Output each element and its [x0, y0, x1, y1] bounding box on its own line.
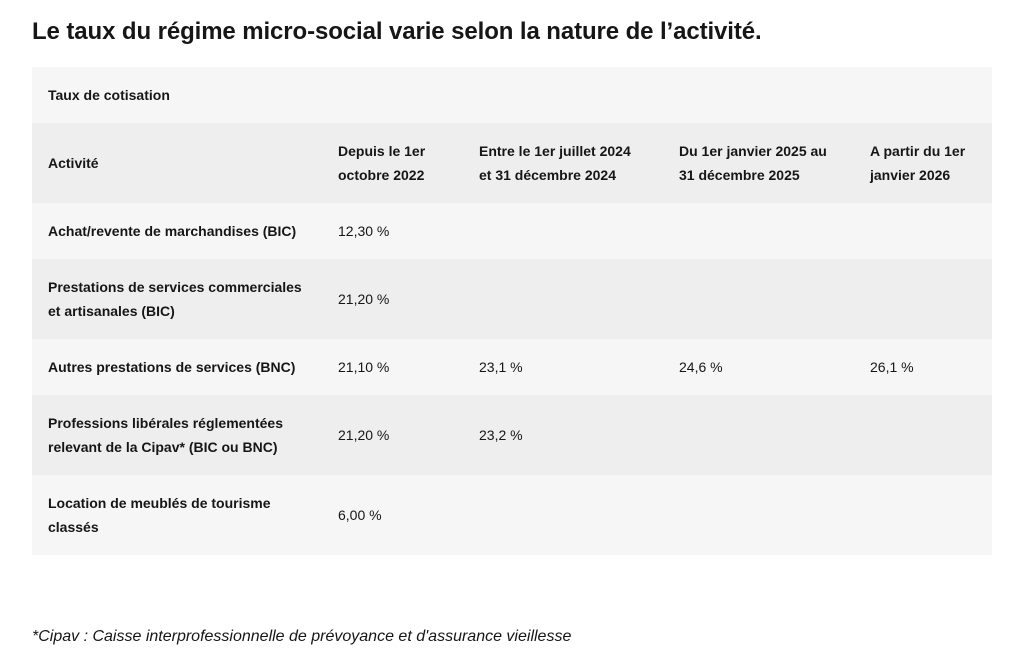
header-jul-dec-2024: Entre le 1er juillet 2024 et 31 décembre…	[479, 143, 631, 183]
table-row: Location de meublés de tourisme classés …	[32, 475, 992, 555]
table-row: Professions libérales réglementées relev…	[32, 395, 992, 475]
table-caption: Taux de cotisation	[32, 67, 992, 123]
rate-cell: 21,20 %	[338, 291, 390, 307]
table-row: Autres prestations de services (BNC) 21,…	[32, 339, 992, 395]
row-activity: Location de meublés de tourisme classés	[48, 495, 271, 535]
rate-cell: 23,2 %	[479, 427, 523, 443]
rate-cell: 24,6 %	[679, 359, 723, 375]
row-activity: Achat/revente de marchandises (BIC)	[48, 223, 297, 239]
row-activity: Professions libérales réglementées relev…	[48, 415, 283, 455]
rate-cell: 6,00 %	[338, 507, 382, 523]
table-row: Prestations de services commerciales et …	[32, 259, 992, 339]
row-activity: Autres prestations de services (BNC)	[48, 359, 296, 375]
table-row: Achat/revente de marchandises (BIC) 12,3…	[32, 203, 992, 259]
footnote: *Cipav : Caisse interprofessionnelle de …	[32, 628, 572, 645]
table-header-row: Activité Depuis le 1er octobre 2022 Entr…	[32, 123, 992, 203]
page-title: Le taux du régime micro-social varie sel…	[32, 18, 762, 45]
rate-cell: 12,30 %	[338, 223, 390, 239]
header-year-2025: Du 1er janvier 2025 au 31 décembre 2025	[679, 143, 827, 183]
row-activity: Prestations de services commerciales et …	[48, 279, 302, 319]
header-from-2026: A partir du 1er janvier 2026	[870, 143, 966, 183]
header-since-oct-2022: Depuis le 1er octobre 2022	[338, 143, 426, 183]
rate-cell: 21,10 %	[338, 359, 390, 375]
rate-cell: 26,1 %	[870, 359, 914, 375]
header-activity: Activité	[48, 155, 99, 171]
rate-cell: 21,20 %	[338, 427, 390, 443]
rate-cell: 23,1 %	[479, 359, 523, 375]
contribution-rate-table: Taux de cotisation Activité Depuis le 1e…	[32, 67, 992, 555]
